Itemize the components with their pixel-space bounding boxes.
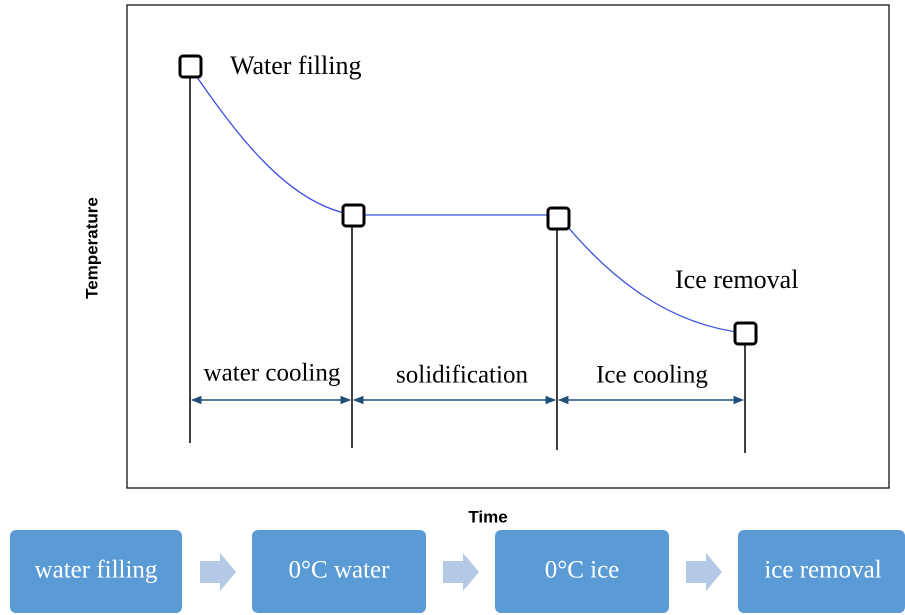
phase-label: Ice cooling xyxy=(596,362,708,389)
step-label: 0°C ice xyxy=(545,557,620,584)
step-box xyxy=(10,530,182,613)
markers xyxy=(178,54,758,346)
step-flow: water filling 0°C water 0°C ice ice remo… xyxy=(10,530,905,613)
flow-arrow xyxy=(443,553,479,591)
phase-dividers xyxy=(189,67,746,453)
flow-arrow xyxy=(686,553,722,591)
marker xyxy=(546,206,571,231)
flow-arrow xyxy=(200,553,236,591)
marker xyxy=(341,203,366,228)
step-label: water filling xyxy=(35,557,158,584)
temperature-curve xyxy=(189,66,746,334)
step-label: 0°C water xyxy=(289,557,391,584)
annotation: Ice removal xyxy=(675,265,798,294)
annotation: Water filling xyxy=(230,51,361,80)
step-box xyxy=(495,530,669,613)
phase-label: water cooling xyxy=(204,360,341,387)
marker xyxy=(733,321,758,346)
y-axis-label: Temperature xyxy=(82,197,101,299)
step-box xyxy=(252,530,426,613)
step-box xyxy=(738,530,905,613)
plot-frame xyxy=(126,4,890,489)
step-label: ice removal xyxy=(764,557,881,584)
x-axis-label: Time xyxy=(468,507,507,526)
phase-label: solidification xyxy=(396,362,528,389)
marker xyxy=(178,54,203,79)
